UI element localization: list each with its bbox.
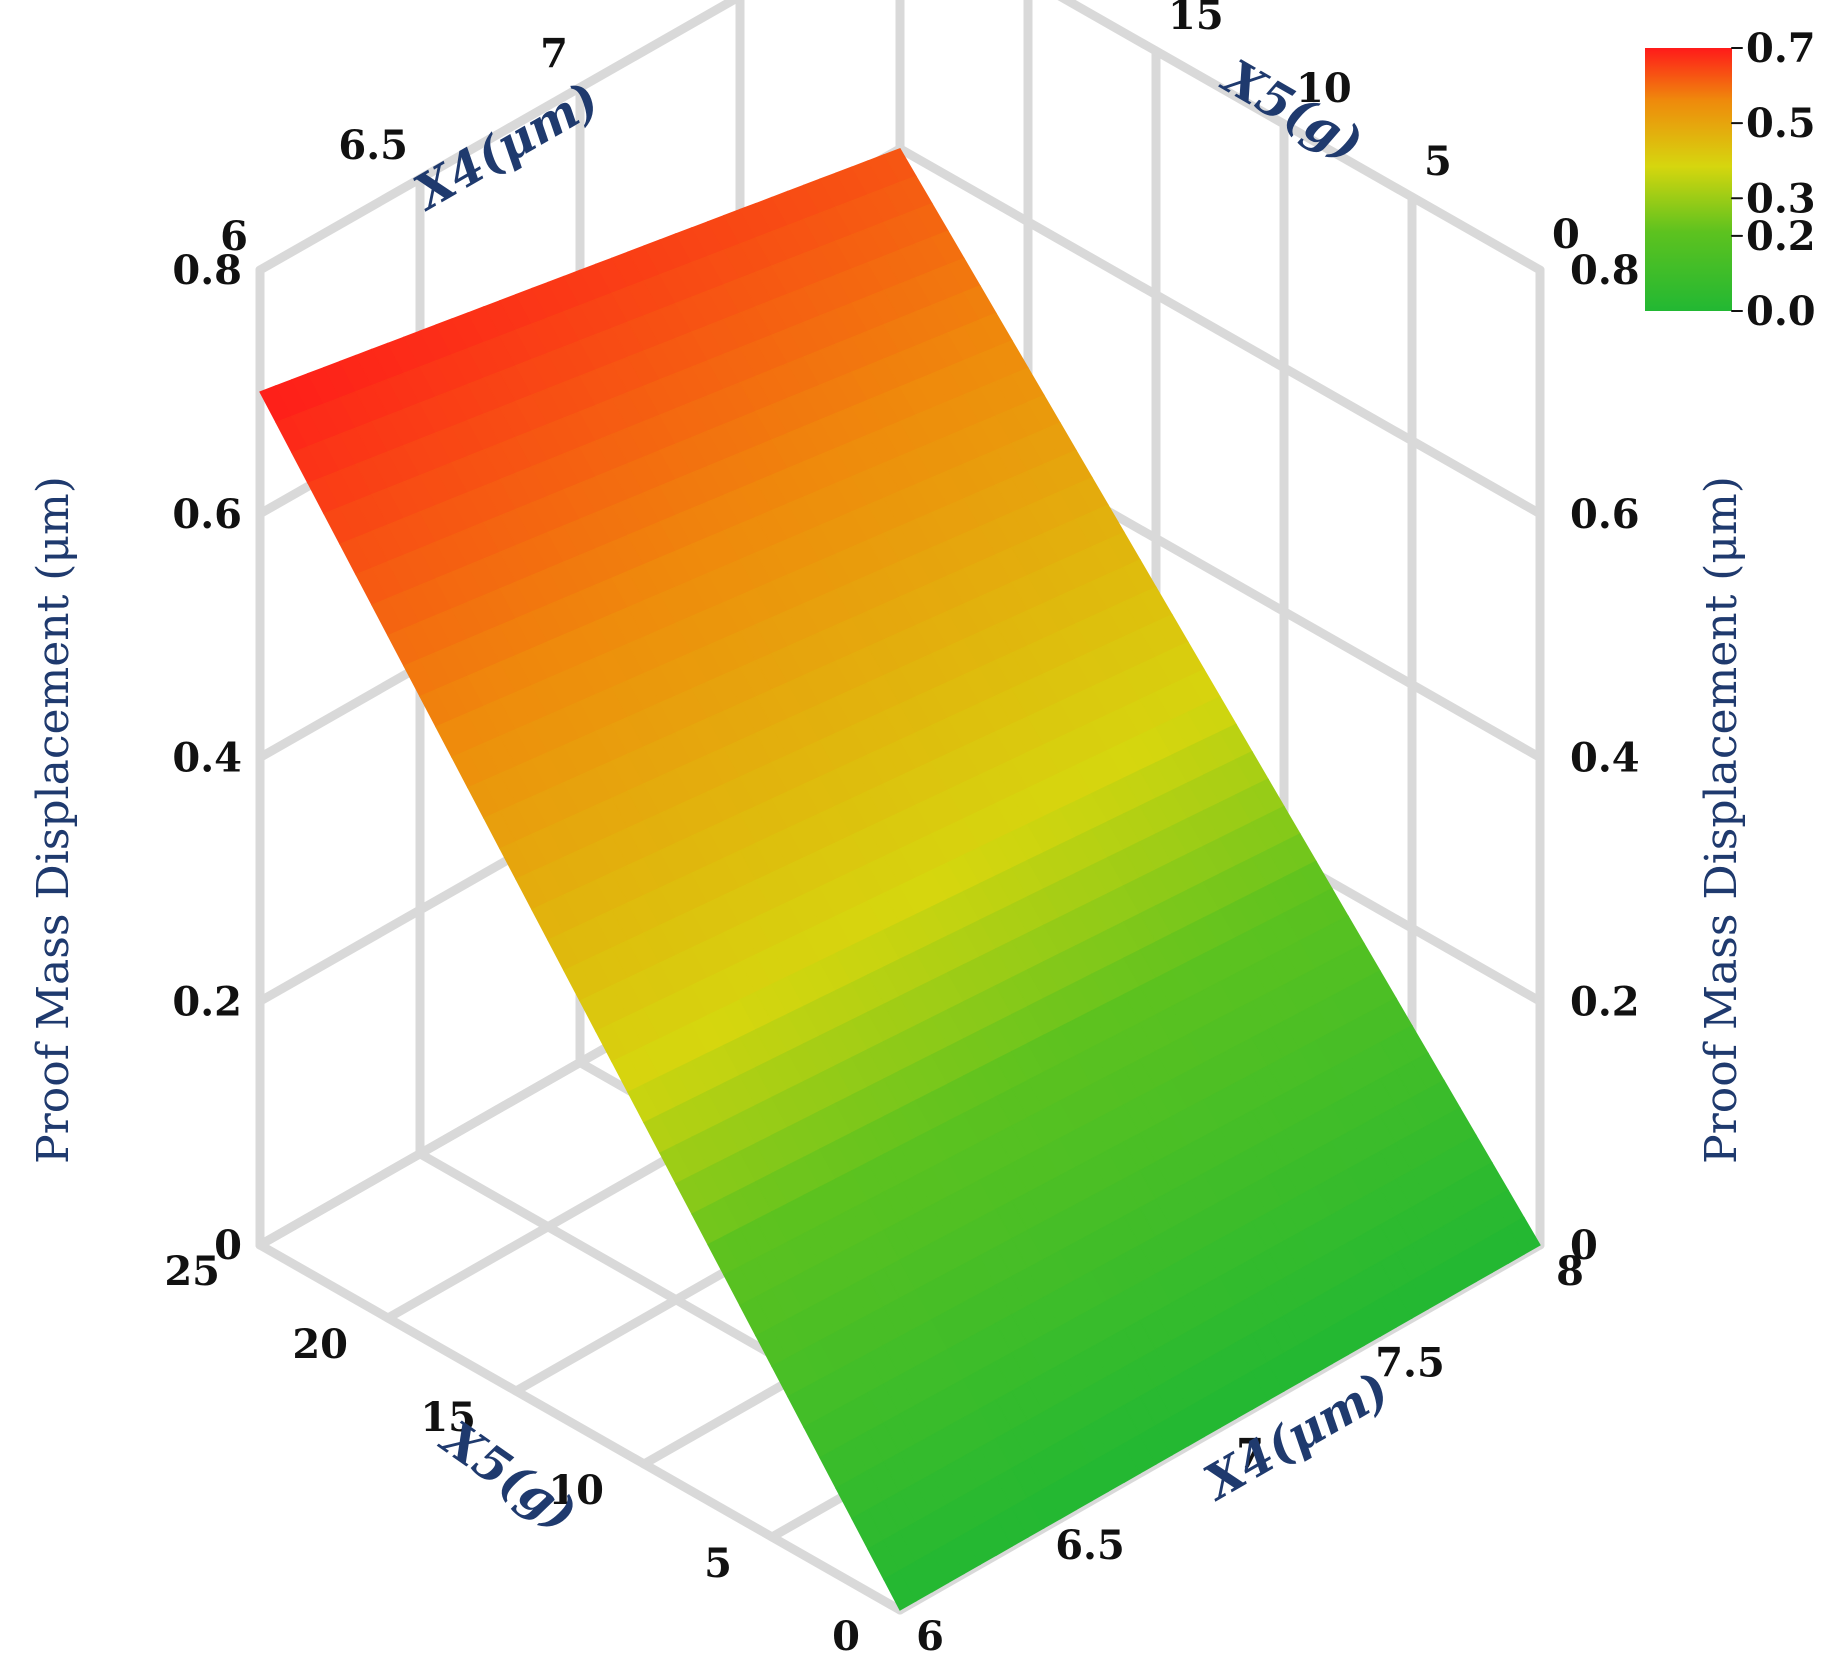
z-tick-label-right: 0.2 <box>1570 978 1640 1025</box>
colorbar: 0.0 0.20.3 0.5 0.7 <box>1645 25 1816 335</box>
colorbar-tick-label: 0.0 <box>1746 288 1816 335</box>
colorbar-tick-label: 0.5 <box>1746 100 1816 147</box>
floor-gridline-x4 <box>255 1240 905 1615</box>
tick-labels: 00.20.40.60.800.20.40.60.8051015202566.5… <box>164 0 1639 1660</box>
x5-tick-label-bottom: 25 <box>164 1248 220 1295</box>
surface-patch <box>1507 1216 1541 1255</box>
colorbar-gradient <box>1645 48 1732 311</box>
x5-tick-label-bottom: 5 <box>704 1540 732 1587</box>
wall-x5-horizontal-gridline <box>1057 0 1545 275</box>
x4-tick-label-bottom: 7 <box>1236 1431 1264 1478</box>
z-tick-label-right: 0 <box>1570 1222 1598 1269</box>
z-tick-label-left: 0 <box>214 1222 242 1269</box>
x5-tick-label-top: 5 <box>1424 138 1452 185</box>
x5-tick-label-bottom: 20 <box>292 1321 348 1368</box>
x5-tick-label-bottom: 15 <box>420 1394 476 1441</box>
x4-tick-label-bottom: 6 <box>916 1613 944 1660</box>
x4-tick-label-top: 6 <box>220 213 248 260</box>
colorbar-tick-label: 0.2 <box>1746 213 1816 260</box>
wall-x5-horizontal-gridline <box>895 144 1545 519</box>
x4-tick-label-top: 7 <box>540 31 568 78</box>
wall-x4-horizontal-gridline <box>255 0 743 275</box>
z-axis-title-left: Proof Mass Displacement (μm) <box>28 476 79 1164</box>
x4-tick-label-bottom: 6.5 <box>1055 1522 1125 1569</box>
x4-tick-label-bottom: 7.5 <box>1375 1339 1445 1386</box>
z-tick-label-left: 0.8 <box>172 247 242 294</box>
z-axis-label-right: Proof Mass Displacement (μm) <box>1696 476 1747 1164</box>
x5-tick-label-top: 0 <box>1552 211 1580 258</box>
x5-tick-label-bottom: 0 <box>832 1613 860 1660</box>
x4-unit-top: (μm) <box>467 71 609 185</box>
z-tick-label-left: 0.6 <box>172 491 242 538</box>
z-axis-label-left: Proof Mass Displacement (μm) <box>28 476 79 1164</box>
z-tick-label-left: 0.2 <box>172 978 242 1025</box>
z-tick-label-right: 0.6 <box>1570 491 1640 538</box>
x5-tick-label-top: 15 <box>1168 0 1224 39</box>
z-tick-label-right: 0.4 <box>1570 735 1640 782</box>
x5-tick-label-top: 10 <box>1296 65 1352 112</box>
colorbar-ticks: 0.0 0.20.3 0.5 0.7 <box>1731 25 1816 335</box>
surface-plot <box>259 148 1541 1611</box>
colorbar-tick-label: 0.3 <box>1746 175 1816 222</box>
x4-tick-label-bottom: 8 <box>1556 1248 1584 1295</box>
x4-tick-label-top: 6.5 <box>338 122 408 169</box>
z-tick-label-left: 0.4 <box>172 735 242 782</box>
colorbar-tick-label: 0.7 <box>1746 25 1816 72</box>
z-axis-title-right: Proof Mass Displacement (μm) <box>1696 476 1747 1164</box>
x5-tick-label-bottom: 10 <box>548 1467 604 1514</box>
z-tick-label-right: 0.8 <box>1570 247 1640 294</box>
